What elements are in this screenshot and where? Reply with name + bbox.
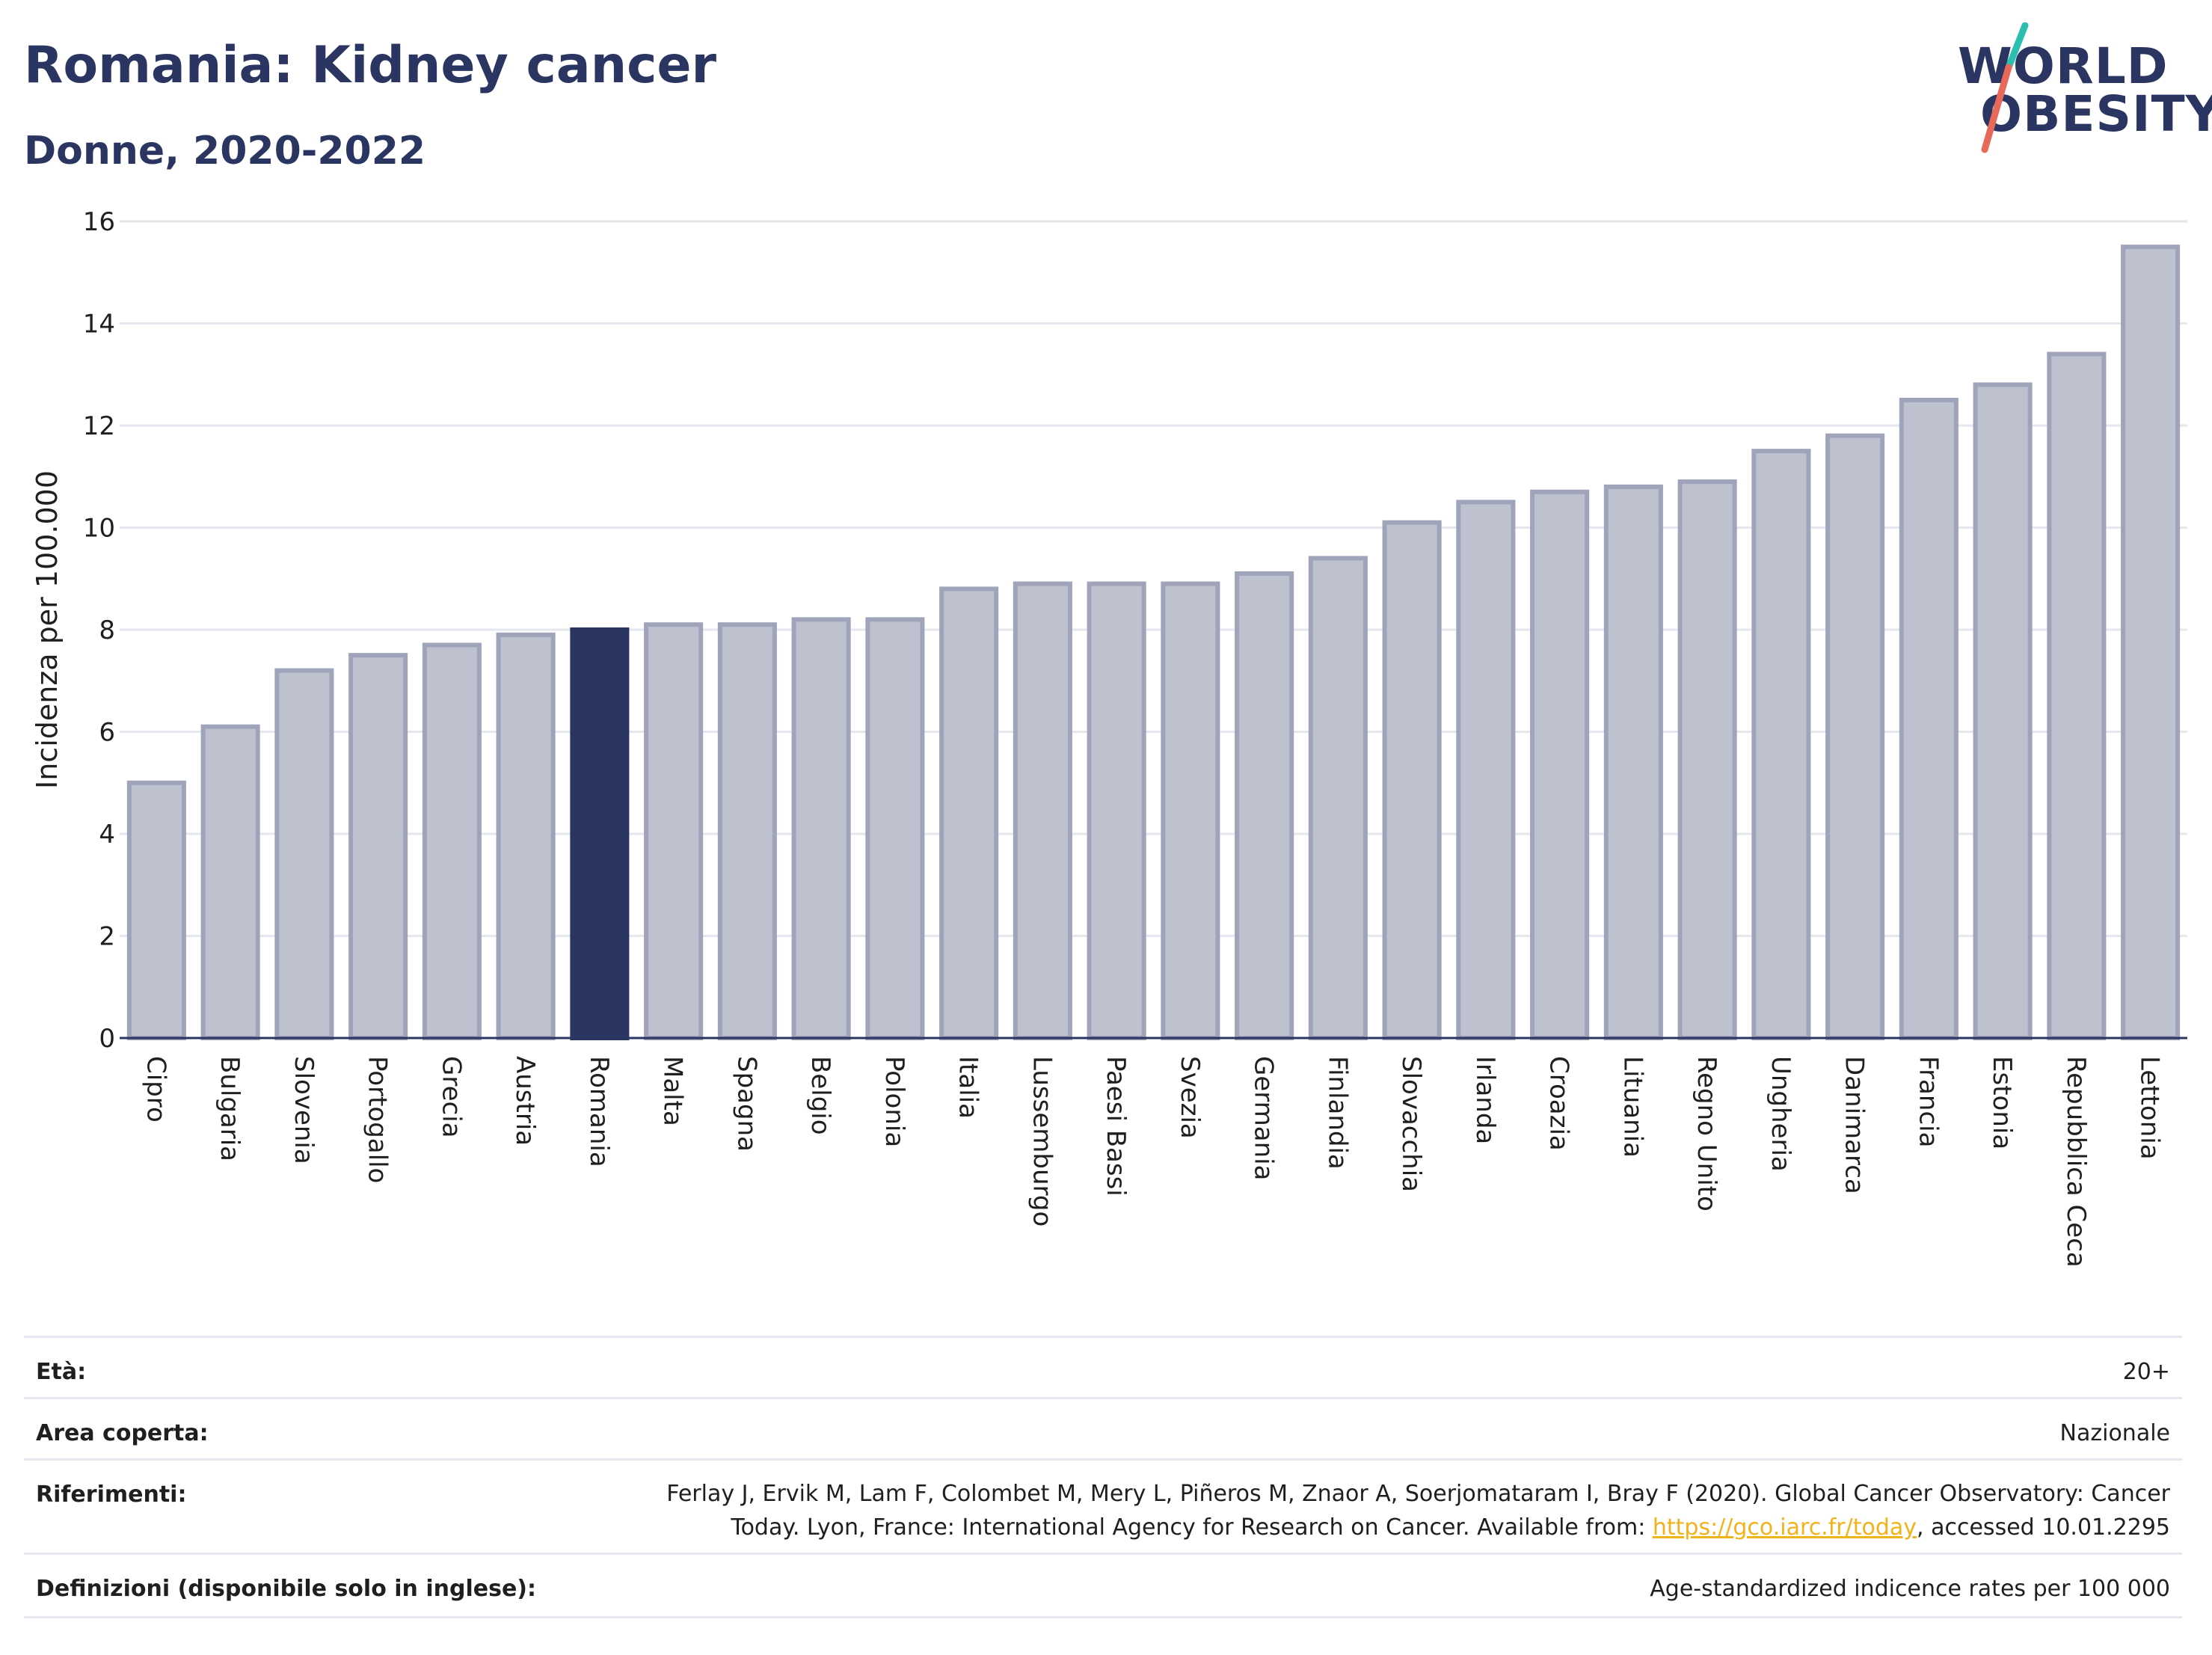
meta-references-value: Ferlay J, Ervik M, Lam F, Colombet M, Me… [600, 1477, 2170, 1544]
x-tick-label: Spagna [731, 1056, 761, 1152]
meta-row-definitions: Definizioni (disponibile solo in inglese… [24, 1553, 2182, 1618]
x-tick-label: Bulgaria [215, 1056, 245, 1161]
meta-row-references: Riferimenti: Ferlay J, Ervik M, Lam F, C… [24, 1458, 2182, 1553]
chart-title: Romania: Kidney cancer [24, 36, 717, 95]
bar-lituania [1603, 484, 1663, 1040]
bar-cipro [126, 780, 186, 1040]
x-tick-label: Finlandia [1322, 1056, 1352, 1170]
x-tick-label: Italia [953, 1056, 983, 1119]
bar-spagna [717, 622, 777, 1040]
bar-portogallo [348, 653, 408, 1040]
metadata-table: Età: 20+ Area coperta: Nazionale Riferim… [24, 1336, 2182, 1620]
x-tick-label: Malta [658, 1056, 688, 1126]
x-tick-label: Francia [1913, 1056, 1943, 1147]
y-tick-label: 6 [99, 718, 115, 748]
logo-slash-icon [1981, 22, 2029, 153]
x-tick-label: Croazia [1544, 1056, 1574, 1151]
y-tick-label: 4 [99, 820, 115, 850]
x-tick-label: Germania [1249, 1056, 1279, 1180]
bar-danimarca [1825, 433, 1885, 1040]
x-tick-label: Lituania [1617, 1056, 1647, 1158]
bar-romania [570, 627, 630, 1040]
y-tick-label: 10 [83, 514, 115, 544]
bar-bulgaria [200, 724, 260, 1040]
x-tick-label: Belgio [805, 1056, 835, 1135]
bar-ungheria [1751, 449, 1811, 1040]
x-tick-label: Lettonia [2135, 1056, 2165, 1160]
bar-lussemburgo [1013, 581, 1072, 1040]
bar-croazia [1530, 489, 1590, 1041]
bar-slovacchia [1382, 520, 1442, 1040]
x-tick-label: Svezia [1175, 1056, 1205, 1139]
x-tick-label: Slovenia [289, 1056, 319, 1164]
bar-lettonia [2121, 245, 2181, 1040]
meta-age-label: Età: [36, 1359, 87, 1385]
logo-line1: WORLD [1958, 37, 2169, 95]
bar-austria [496, 632, 556, 1040]
x-tick-label: Portogallo [363, 1056, 393, 1183]
bar-grecia [422, 642, 482, 1040]
bar-paesi-bassi [1087, 581, 1146, 1040]
references-link[interactable]: https://gco.iarc.fr/today [1652, 1514, 1917, 1541]
x-tick-label: Regno Unito [1692, 1056, 1721, 1212]
x-tick-label: Austria [510, 1056, 540, 1146]
bar-germania [1235, 571, 1294, 1040]
bar-svezia [1161, 581, 1220, 1040]
meta-definitions-value: Age-standardized indicence rates per 100… [1650, 1576, 2170, 1602]
meta-area-label: Area coperta: [36, 1420, 209, 1446]
meta-references-label: Riferimenti: [36, 1481, 187, 1508]
x-tick-label: Romania [584, 1056, 614, 1167]
y-axis-title: Incidenza per 100.000 [31, 470, 64, 789]
x-tick-label: Repubblica Ceca [2061, 1056, 2091, 1268]
y-tick-label: 16 [83, 207, 115, 237]
x-tick-label: Grecia [436, 1056, 466, 1137]
y-tick-label: 8 [99, 615, 115, 645]
logo-line2: OBESITY [1980, 85, 2212, 143]
y-tick-label: 14 [83, 310, 115, 340]
y-tick-label: 12 [83, 411, 115, 441]
references-text: Ferlay J, Ervik M, Lam F, Colombet M, Me… [666, 1481, 2170, 1541]
x-tick-label: Lussemburgo [1027, 1056, 1057, 1226]
x-tick-label: Cipro [141, 1056, 170, 1123]
x-tick-label: Slovacchia [1396, 1056, 1426, 1192]
bar-estonia [1973, 382, 2033, 1040]
bar-slovenia [274, 668, 334, 1040]
bar-italia [939, 586, 999, 1040]
references-accessed: , accessed 10.01.2295 [1917, 1514, 2170, 1541]
chart-subtitle: Donne, 2020-2022 [24, 129, 426, 174]
meta-area-value: Nazionale [2059, 1420, 2170, 1446]
bar-francia [1899, 397, 1958, 1040]
x-tick-label: Danimarca [1840, 1056, 1870, 1194]
x-tick-label: Estonia [1987, 1056, 2017, 1149]
meta-definitions-label: Definizioni (disponibile solo in inglese… [36, 1576, 536, 1602]
world-obesity-logo: WORLD OBESITY [1937, 22, 2212, 157]
x-tick-label: Irlanda [1470, 1056, 1500, 1144]
x-tick-label: Paesi Bassi [1101, 1056, 1131, 1197]
bar-belgio [791, 617, 851, 1040]
meta-age-value: 20+ [2122, 1359, 2170, 1385]
x-tick-label: Ungheria [1766, 1056, 1795, 1172]
meta-row-age: Età: 20+ [24, 1336, 2182, 1398]
bar-finlandia [1308, 556, 1368, 1040]
bar-repubblica-ceca [2047, 351, 2107, 1040]
bar-regno-unito [1677, 479, 1737, 1040]
y-tick-label: 2 [99, 922, 115, 952]
y-tick-label: 0 [99, 1024, 115, 1054]
x-tick-label: Polonia [879, 1056, 909, 1147]
bar-polonia [865, 617, 925, 1040]
bar-chart: 0 2 4 6 8 10 12 14 16 Incidenza per 100.000 Cipro B… [31, 207, 2187, 1268]
meta-row-area: Area coperta: Nazionale [24, 1397, 2182, 1459]
bar-irlanda [1456, 500, 1516, 1040]
bar-malta [644, 622, 704, 1040]
